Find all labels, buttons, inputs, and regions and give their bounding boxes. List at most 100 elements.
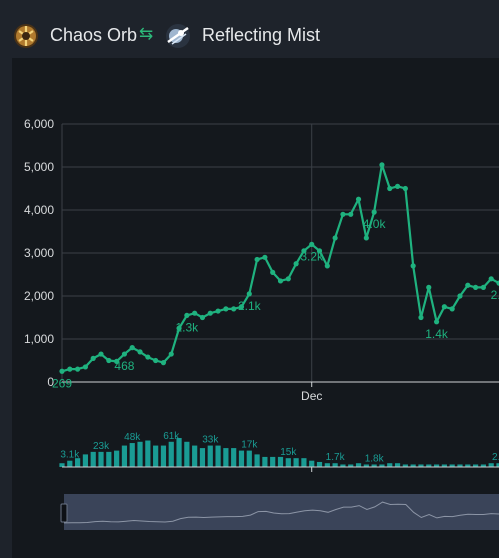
price-point [355,196,362,202]
price-point [176,325,182,331]
y-axis-ticks: 0 1,000 2,000 3,000 4,000 5,000 6,000 [24,117,54,389]
volume-bar [457,464,463,467]
volume-label: 3.1k [60,450,80,461]
price-point [59,368,65,374]
price-data-label: 2.1k [238,299,262,313]
volume-bar [59,463,65,467]
volume-bar [324,463,330,467]
price-point [441,304,447,310]
price-data-label: 2.3 [491,288,499,302]
slider-handle-left[interactable] [60,503,68,523]
volume-bar [332,463,338,467]
price-point [114,358,120,364]
volume-bar [106,451,112,467]
price-point [472,284,479,290]
volume-bar [254,454,260,467]
price-data-label: 468 [114,359,134,373]
volume-bar [98,451,104,467]
volume-bar [176,438,182,467]
price-point [238,304,245,310]
volume-bar [114,450,120,467]
volume-bar [426,464,432,467]
volume-bar [316,461,323,467]
volume-bar [363,464,369,467]
price-point [332,235,338,241]
volume-label: 15k [280,447,297,458]
volume-bar [348,464,354,467]
price-point [90,355,96,361]
from-currency-name: Chaos Orb [50,25,138,45]
volume-bar [285,458,291,467]
price-point [379,162,385,168]
volume-bar [387,463,393,467]
price-data-label: 1.3k [176,320,200,334]
volume-label: 1.8k [365,453,385,464]
volume-label: 33k [202,435,219,446]
price-point [199,314,206,321]
price-data-labels: 269 468 1.3k 2.1k 3.2k 4.0k 1.4k 2.3 [52,217,499,390]
price-point [348,211,354,217]
y-tick-label: 6,000 [24,117,54,131]
price-point [316,248,323,254]
chart-panel [12,58,499,558]
volume-bar [145,440,151,467]
volume-bar [418,464,424,467]
volume-bar [293,458,299,467]
volume-bar [449,464,455,467]
volume-bar [231,448,237,467]
price-point [153,357,159,364]
price-point [340,211,346,217]
price-point [394,183,401,189]
price-point [270,269,276,275]
volume-labels: 3.1k 23k 48k 61k 33k 17k 15k 1.7k 1.8k 2.2 [60,431,499,465]
volume-bar [410,464,416,467]
price-point [75,366,81,372]
volume-bar [246,450,252,467]
price-point [426,284,432,290]
volume-bar [168,441,174,467]
volume-bar [238,450,245,467]
price-point [465,282,471,288]
volume-bar [355,463,362,467]
price-point [449,306,455,312]
x-tick-label: Dec [301,389,322,403]
price-point [67,366,73,372]
price-point [262,254,268,260]
price-point [231,306,237,312]
price-point [129,345,135,351]
price-point [402,185,408,192]
price-point [145,354,151,360]
volume-label: 61k [163,431,180,442]
price-point [137,349,143,355]
volume-bar [121,445,128,467]
price-point [285,276,291,282]
volume-label: 2.2 [492,452,499,463]
volume-bar [496,463,499,467]
volume-bar [199,448,206,467]
slider-window [64,494,499,530]
volume-bar [192,445,198,467]
y-tick-label: 0 [47,375,54,389]
price-point [418,314,424,321]
volume-bar [90,451,96,467]
volume-bar [433,464,440,467]
volume-bar [277,456,284,467]
volume-bar [340,464,346,467]
price-point [246,291,252,297]
price-point [277,278,284,284]
y-tick-label: 4,000 [24,203,54,217]
volume-bar [160,445,167,467]
to-currency-name: Reflecting Mist [202,25,321,45]
volume-bar [262,456,268,467]
volume-bar [488,463,494,467]
price-point [371,209,377,215]
price-point [480,284,486,290]
swap-icon[interactable]: ⇆ [139,24,154,43]
y-tick-label: 3,000 [24,246,54,260]
zoom-slider[interactable] [60,494,499,530]
volume-label: 48k [124,432,141,443]
volume-bar [441,464,447,467]
x-axis: Dec [62,381,499,403]
price-point [223,306,229,312]
